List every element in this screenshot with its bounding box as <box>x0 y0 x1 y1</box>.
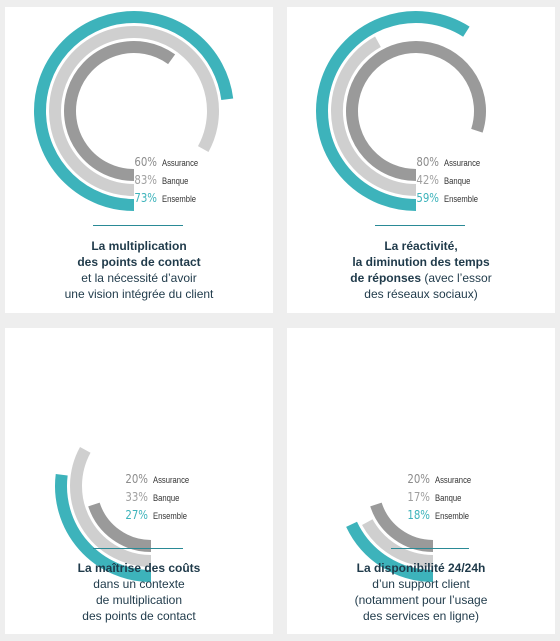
legend-row-banque: 17% Banque <box>400 490 478 508</box>
arc-assurance <box>64 41 176 181</box>
caption-text-1: d’un support client <box>372 577 470 591</box>
chart-legend: 60% Assurance 83% Banque 73% Ensemble <box>127 155 205 209</box>
caption-divider <box>375 225 465 226</box>
caption-line-3: de réponses (avec l’essor <box>297 270 545 286</box>
legend-row-assurance: 80% Assurance <box>409 155 487 173</box>
caption-bold-3: de réponses <box>350 271 421 285</box>
arc-ensemble <box>34 11 234 211</box>
legend-row-ensemble: 18% Ensemble <box>400 508 478 526</box>
series-label-assurance: Assurance <box>435 475 472 485</box>
caption-text-1: des réseaux sociaux) <box>364 287 478 301</box>
arc-banque <box>331 36 417 196</box>
chart-card-2: 80% Assurance 42% Banque 59% Ensemble La… <box>287 7 555 313</box>
value-label-assurance: 80% <box>416 155 439 169</box>
series-label-banque: Banque <box>162 176 189 186</box>
chart-legend: 80% Assurance 42% Banque 59% Ensemble <box>409 155 487 209</box>
arc-assurance <box>370 502 434 552</box>
value-label-assurance: 20% <box>407 472 430 486</box>
chart-card-1: 60% Assurance 83% Banque 73% Ensemble La… <box>5 7 273 313</box>
value-label-banque: 17% <box>407 490 430 504</box>
series-label-assurance: Assurance <box>153 475 190 485</box>
value-label-ensemble: 59% <box>416 191 439 205</box>
caption-bold-2: la diminution des temps <box>352 255 490 269</box>
series-label-ensemble: Ensemble <box>444 194 479 204</box>
chart-caption: La réactivité, la diminution des temps d… <box>297 238 545 302</box>
chart-legend: 20% Assurance 17% Banque 18% Ensemble <box>400 472 478 526</box>
value-label-assurance: 60% <box>134 155 157 169</box>
caption-bold-2: des points de contact <box>77 255 201 269</box>
chart-card-4: 20% Assurance 17% Banque 18% Ensemble La… <box>287 328 555 634</box>
chart-caption: La maîtrise des coûts dans un contexte d… <box>15 560 263 624</box>
series-label-banque: Banque <box>444 176 471 186</box>
caption-text-1: dans un contexte <box>93 577 185 591</box>
caption-bold-1: La multiplication <box>91 239 187 253</box>
series-label-ensemble: Ensemble <box>162 194 197 204</box>
caption-text-inline: (avec l’essor <box>421 271 492 285</box>
series-label-ensemble: Ensemble <box>153 511 188 521</box>
caption-bold-1: La réactivité, <box>384 239 458 253</box>
series-label-assurance: Assurance <box>444 158 481 168</box>
value-label-assurance: 20% <box>125 472 148 486</box>
arc-banque <box>49 26 219 196</box>
legend-row-ensemble: 27% Ensemble <box>118 508 196 526</box>
caption-text-2: une vision intégrée du client <box>64 287 214 301</box>
radial-chart <box>55 446 152 582</box>
value-label-banque: 33% <box>125 490 148 504</box>
caption-text-2: (notamment pour l’usage <box>354 593 488 607</box>
caption-bold-1: La maîtrise des coûts <box>77 561 201 575</box>
arc-banque <box>70 446 152 567</box>
legend-row-ensemble: 73% Ensemble <box>127 191 205 209</box>
arc-ensemble <box>346 521 434 582</box>
radial-chart <box>34 11 234 211</box>
chart-card-3: 20% Assurance 33% Banque 27% Ensemble La… <box>5 328 273 634</box>
caption-divider <box>391 548 469 549</box>
caption-text-1: et la nécessité d’avoir <box>81 271 197 285</box>
caption-divider <box>93 548 183 549</box>
series-label-banque: Banque <box>435 493 462 503</box>
value-label-ensemble: 27% <box>125 508 148 522</box>
arc-ensemble <box>316 11 470 211</box>
chart-caption: La disponibilité 24/24h d’un support cli… <box>297 560 545 624</box>
series-label-assurance: Assurance <box>162 158 199 168</box>
arc-assurance <box>88 502 152 552</box>
legend-row-assurance: 20% Assurance <box>118 472 196 490</box>
series-label-ensemble: Ensemble <box>435 511 470 521</box>
value-label-ensemble: 73% <box>134 191 157 205</box>
arc-banque <box>362 519 434 567</box>
legend-row-banque: 83% Banque <box>127 173 205 191</box>
caption-bold-1: La disponibilité 24/24h <box>356 561 486 575</box>
arc-assurance <box>346 41 486 181</box>
arc-ensemble <box>55 473 152 582</box>
legend-row-ensemble: 59% Ensemble <box>409 191 487 209</box>
caption-text-3: des services en ligne) <box>362 609 480 623</box>
value-label-ensemble: 18% <box>407 508 430 522</box>
legend-row-assurance: 20% Assurance <box>400 472 478 490</box>
series-label-banque: Banque <box>153 493 180 503</box>
legend-row-banque: 33% Banque <box>118 490 196 508</box>
caption-text-2: de multiplication <box>95 593 183 607</box>
radial-chart <box>316 11 486 211</box>
caption-divider <box>93 225 183 226</box>
legend-row-banque: 42% Banque <box>409 173 487 191</box>
chart-legend: 20% Assurance 33% Banque 27% Ensemble <box>118 472 196 526</box>
chart-caption: La multiplication des points de contact … <box>15 238 263 302</box>
caption-text-3: des points de contact <box>82 609 196 623</box>
value-label-banque: 42% <box>416 173 439 187</box>
legend-row-assurance: 60% Assurance <box>127 155 205 173</box>
value-label-banque: 83% <box>134 173 157 187</box>
radial-chart <box>346 502 434 582</box>
